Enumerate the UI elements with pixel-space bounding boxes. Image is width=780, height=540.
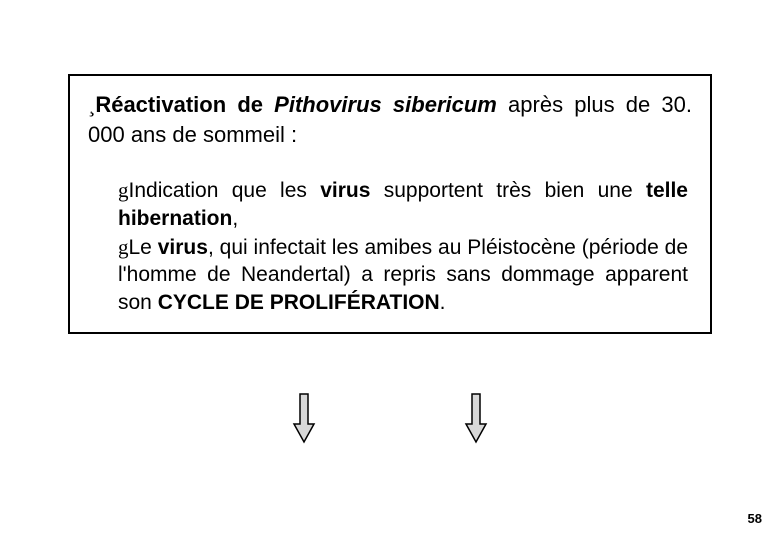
down-arrow-icon <box>292 392 316 444</box>
sub-bullet-icon: g <box>118 178 129 202</box>
sub2-post: . <box>440 291 446 314</box>
arrows-container <box>0 392 780 444</box>
main-paragraph: ¸Réactivation de Pithovirus sibericum ap… <box>88 90 692 149</box>
content-box: ¸Réactivation de Pithovirus sibericum ap… <box>68 74 712 334</box>
page-number: 58 <box>748 511 762 526</box>
main-bold: Réactivation de <box>95 92 274 117</box>
sub-item-2: gLe virus, qui infectait les amibes au P… <box>118 234 688 316</box>
sub2-pre: Le <box>129 236 158 259</box>
sub1-pre: Indication que les <box>129 179 321 202</box>
arrow-path <box>294 394 314 442</box>
arrow-path <box>466 394 486 442</box>
sub1-mid: supportent très bien une <box>370 179 646 202</box>
main-bold-italic: Pithovirus sibericum <box>274 92 497 117</box>
down-arrow-icon <box>464 392 488 444</box>
sub-list: gIndication que les virus supportent trè… <box>88 177 692 315</box>
sub-bullet-icon: g <box>118 235 129 259</box>
sub1-b1: virus <box>320 179 370 202</box>
sub2-b1: virus <box>158 236 208 259</box>
sub2-b2: CYCLE DE PROLIFÉRATION <box>158 291 440 314</box>
sub-item-1: gIndication que les virus supportent trè… <box>118 177 688 232</box>
slide: ¸Réactivation de Pithovirus sibericum ap… <box>0 0 780 540</box>
sub1-post: , <box>232 207 238 230</box>
